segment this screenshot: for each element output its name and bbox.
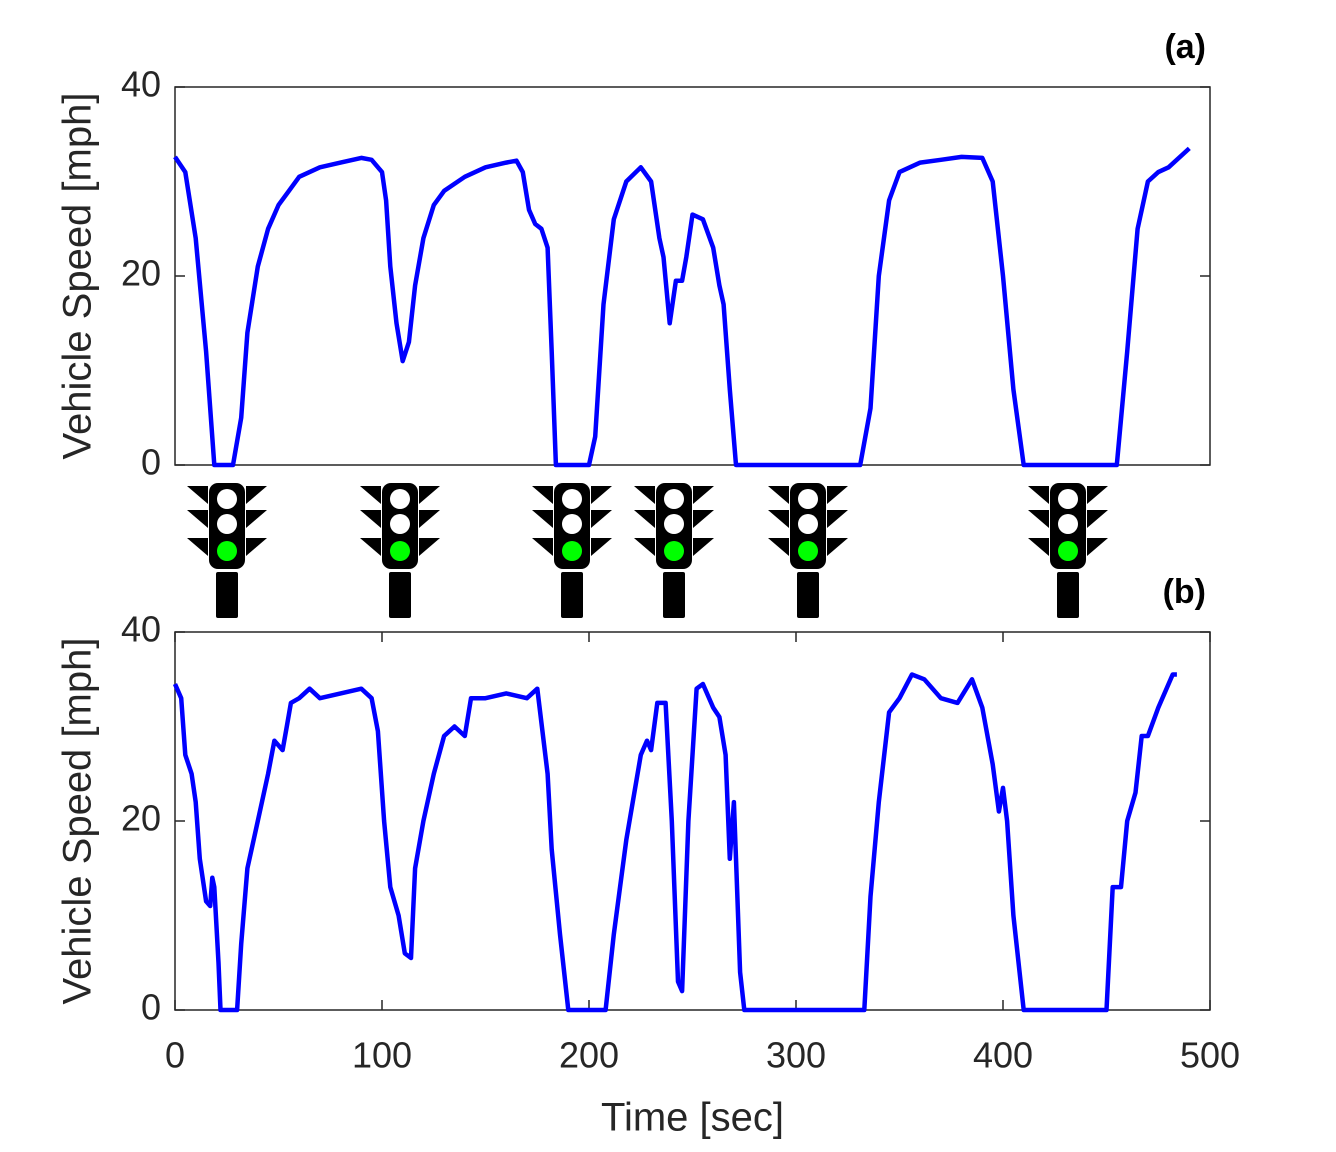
x-tick-label: 200 — [559, 1035, 619, 1076]
y-axis-label: Vehicle Speed [mph] — [56, 638, 100, 1005]
y-tick-label: 0 — [141, 442, 161, 483]
panel-title: (b) — [1163, 573, 1206, 611]
x-tick-label: 500 — [1180, 1035, 1240, 1076]
axes-box — [174, 86, 1211, 466]
traffic-lights — [187, 483, 1108, 618]
x-tick-label: 100 — [352, 1035, 412, 1076]
y-tick-label: 20 — [121, 253, 161, 294]
y-tick-label: 20 — [121, 798, 161, 839]
traffic-light — [768, 483, 848, 618]
x-tick-label: 0 — [165, 1035, 185, 1076]
y-tick-label: 0 — [141, 987, 161, 1028]
y-tick-label: 40 — [121, 609, 161, 650]
traffic-light — [1028, 483, 1108, 618]
y-axis-label: Vehicle Speed [mph] — [56, 93, 100, 460]
speed-line — [172, 672, 1177, 1013]
traffic-light — [360, 483, 440, 618]
speed-line — [173, 146, 1191, 468]
x-tick-label: 400 — [973, 1035, 1033, 1076]
x-tick-label: 300 — [766, 1035, 826, 1076]
traffic-light — [187, 483, 267, 618]
panel-title: (a) — [1164, 28, 1206, 66]
axes-box — [174, 631, 1211, 1011]
x-axis-label: Time [sec] — [601, 1096, 784, 1140]
traffic-light — [634, 483, 714, 618]
traffic-light — [532, 483, 612, 618]
y-tick-label: 40 — [121, 64, 161, 105]
